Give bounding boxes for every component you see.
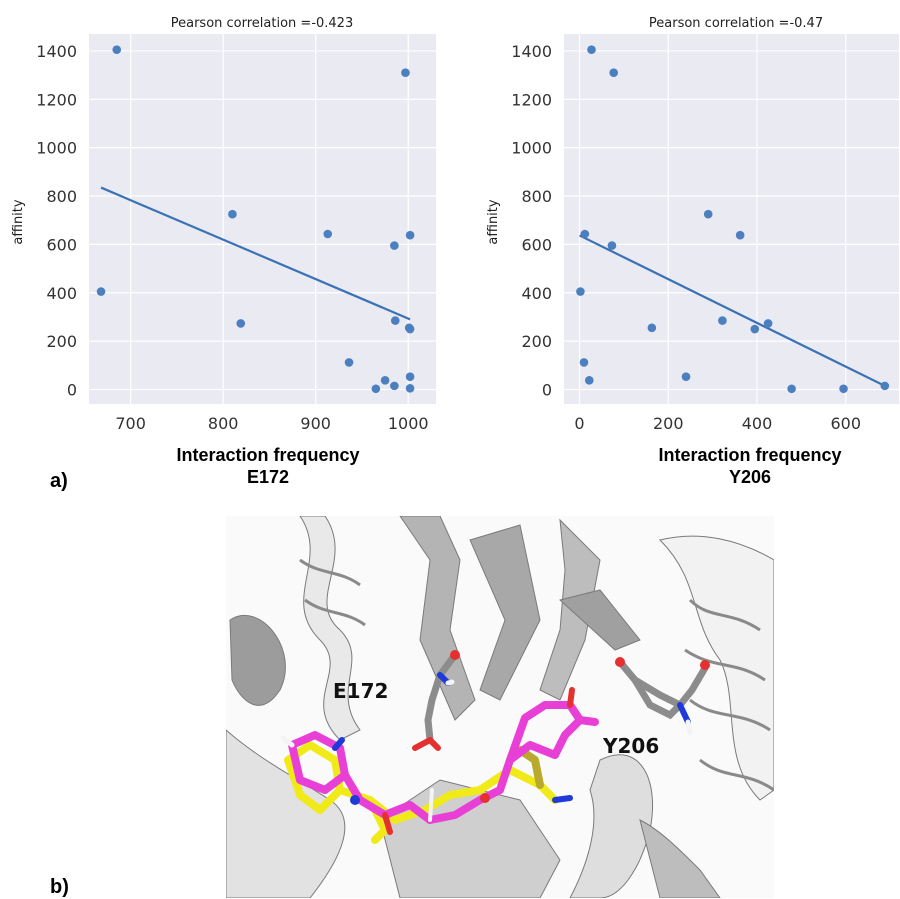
x-tick-label-3: 600 — [830, 414, 861, 433]
data-point-8 — [718, 316, 727, 325]
x-tick-label-3: 1000 — [388, 414, 429, 433]
data-point-13 — [390, 381, 399, 391]
data-point-5 — [735, 230, 745, 240]
data-point-16 — [405, 383, 415, 393]
data-point-11 — [579, 358, 589, 367]
data-point-5 — [405, 230, 415, 240]
x-axis-label-residue: E172 — [246, 467, 290, 487]
y-tick-label-4: 800 — [46, 187, 77, 206]
chart-title: Pearson correlation =-0.47 — [649, 16, 823, 31]
x-tick-label-1: 200 — [653, 414, 684, 433]
residue-e172-sticks — [412, 650, 460, 751]
data-point-3 — [580, 229, 590, 239]
y-tick-label-3: 600 — [521, 235, 552, 254]
fit-line-group — [579, 234, 886, 387]
data-point-1 — [609, 68, 618, 77]
x-axis-label-text: Interaction frequency — [658, 445, 842, 465]
y-tick-label-1: 200 — [521, 332, 552, 351]
data-point-10 — [405, 324, 415, 334]
residue-label-e172: E172 — [333, 679, 388, 703]
y-tick-label-6: 1200 — [36, 90, 77, 109]
data-point-6 — [576, 287, 585, 296]
regression-line — [579, 234, 886, 387]
data-point-7 — [647, 323, 657, 333]
y-tick-labels: 0 200 400 600 800 1000 1200 1400 — [511, 42, 552, 400]
data-point-10 — [763, 319, 773, 328]
chart-title: Pearson correlation =-0.423 — [171, 16, 353, 31]
x-tick-labels: 0 200 400 600 — [574, 414, 861, 433]
data-point-15 — [405, 372, 415, 381]
grid — [89, 34, 436, 404]
data-point-6 — [96, 287, 106, 296]
data-point-4 — [390, 241, 399, 250]
data-point-8 — [390, 316, 400, 325]
y-tick-label-1: 200 — [46, 332, 77, 351]
protein-ligand-structure: E172 Y206 — [226, 516, 774, 898]
x-axis-label-y206: Interaction frequency Y206 — [600, 444, 900, 488]
y-axis-label: affinity — [486, 199, 501, 244]
y-tick-labels: 0 200 400 600 800 1000 1200 1400 — [36, 42, 77, 400]
y-tick-label-2: 400 — [46, 284, 77, 303]
data-point-12 — [380, 376, 390, 385]
x-tick-label-1: 800 — [208, 414, 239, 433]
protein-ribbons — [226, 516, 774, 898]
y-tick-label-0: 0 — [67, 380, 77, 399]
data-point-4 — [607, 241, 617, 250]
points-group — [576, 45, 890, 394]
ligand-magenta-sticks — [280, 687, 599, 835]
data-point-3 — [323, 229, 333, 239]
data-point-2 — [703, 209, 713, 219]
chart-e172: 700 800 900 1000 0200400600800100012001400 … — [11, 16, 436, 433]
y-tick-label-4: 800 — [521, 187, 552, 206]
y-tick-label-7: 1400 — [511, 42, 552, 61]
residue-label-y206: Y206 — [602, 734, 659, 758]
plot-background — [89, 34, 436, 404]
grid — [564, 34, 899, 404]
residue-y206-sticks — [615, 657, 710, 736]
data-point-13 — [681, 372, 691, 381]
x-tick-label-0: 0 — [574, 414, 584, 433]
x-tick-label-2: 900 — [300, 414, 331, 433]
points-group — [96, 45, 415, 394]
data-point-7 — [236, 319, 246, 328]
chart-y206: 0 200 400 600 0 200 400 600 800 1000 1200 1400 Pea… — [486, 16, 899, 433]
data-point-0 — [112, 45, 122, 55]
data-point-11 — [344, 358, 354, 367]
y-tick-label-3: 600 — [46, 235, 77, 254]
fit-line-group — [100, 186, 411, 321]
x-axis-label-residue: Y206 — [728, 467, 772, 487]
data-point-15 — [839, 384, 848, 394]
data-point-14 — [787, 384, 796, 394]
regression-line — [100, 186, 411, 321]
y-tick-label-6: 1200 — [511, 90, 552, 109]
x-axis-label-text: Interaction frequency — [176, 445, 360, 465]
data-point-2 — [228, 209, 237, 219]
data-point-0 — [587, 45, 596, 55]
x-axis-label-e172: Interaction frequency E172 — [118, 444, 418, 488]
plot-background — [564, 34, 899, 404]
y-tick-label-7: 1400 — [36, 42, 77, 61]
y-tick-label-0: 0 — [542, 380, 552, 399]
x-tick-label-2: 400 — [742, 414, 773, 433]
panel-label-b: b) — [50, 876, 69, 898]
data-point-9 — [750, 324, 760, 334]
y-axis-label: affinity — [11, 199, 26, 244]
y-tick-label-5: 1000 — [511, 139, 552, 158]
data-point-12 — [584, 376, 594, 385]
x-tick-label-0: 700 — [115, 414, 146, 433]
y-tick-label-2: 400 — [521, 284, 552, 303]
panel-label-a: a) — [50, 470, 68, 492]
data-point-16 — [880, 381, 890, 391]
data-point-14 — [371, 384, 381, 394]
data-point-1 — [401, 68, 410, 77]
x-tick-labels: 700 800 900 1000 — [115, 414, 428, 433]
y-tick-label-5: 1000 — [36, 139, 77, 158]
